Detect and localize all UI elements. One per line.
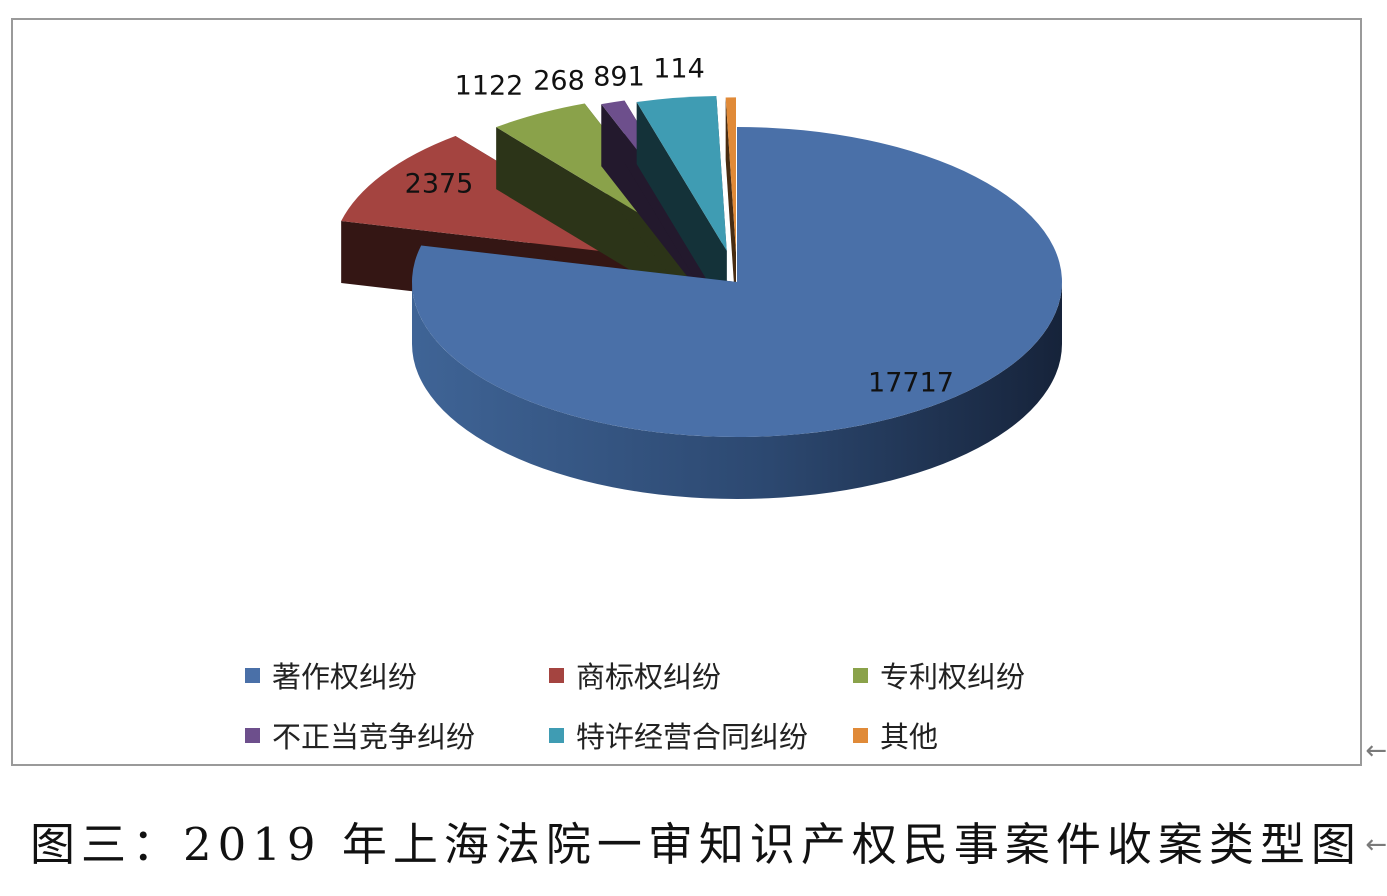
legend-item-4: 特许经营合同纠纷 — [549, 714, 808, 756]
legend-swatch — [549, 727, 564, 743]
legend-item-3: 不正当竞争纠纷 — [245, 714, 475, 756]
legend-swatch — [245, 667, 260, 683]
data-label-2: 1122 — [455, 71, 524, 102]
legend-swatch — [549, 667, 564, 683]
legend-item-5: 其他 — [853, 714, 938, 756]
legend-item-0: 著作权纠纷 — [245, 654, 417, 696]
arrow-left-icon: ← — [1365, 830, 1387, 860]
legend-label: 专利权纠纷 — [880, 660, 1026, 694]
arrow-left-icon: ← — [1365, 736, 1387, 766]
data-label-3: 268 — [533, 66, 585, 97]
legend-swatch — [853, 727, 868, 743]
figure-caption: 图三：2019 年上海法院一审知识产权民事案件收案类型图 — [30, 818, 1362, 871]
legend-label: 不正当竞争纠纷 — [272, 720, 476, 754]
legend-label: 特许经营合同纠纷 — [576, 720, 809, 754]
pie-chart: 17717 2375 1122 268 891 114 — [341, 54, 1062, 499]
data-label-4: 891 — [593, 62, 645, 93]
legend-label: 著作权纠纷 — [272, 660, 418, 694]
pie-slice-5 — [725, 97, 737, 315]
legend-label: 其他 — [880, 720, 939, 754]
data-label-1: 2375 — [405, 169, 474, 200]
chart-area: 17717 2375 1122 268 891 114 著作权纠纷 商标权纠纷 专利权纠纷… — [11, 18, 1362, 766]
pie-slice-0 — [412, 127, 1062, 499]
data-label-0: 17717 — [868, 368, 954, 399]
legend-item-2: 专利权纠纷 — [853, 654, 1025, 696]
legend-label: 商标权纠纷 — [576, 660, 722, 694]
data-label-5: 114 — [653, 54, 705, 85]
legend-swatch — [853, 667, 868, 683]
legend-swatch — [245, 727, 260, 743]
pie-slice-4 — [636, 95, 727, 313]
legend-item-1: 商标权纠纷 — [549, 654, 721, 696]
